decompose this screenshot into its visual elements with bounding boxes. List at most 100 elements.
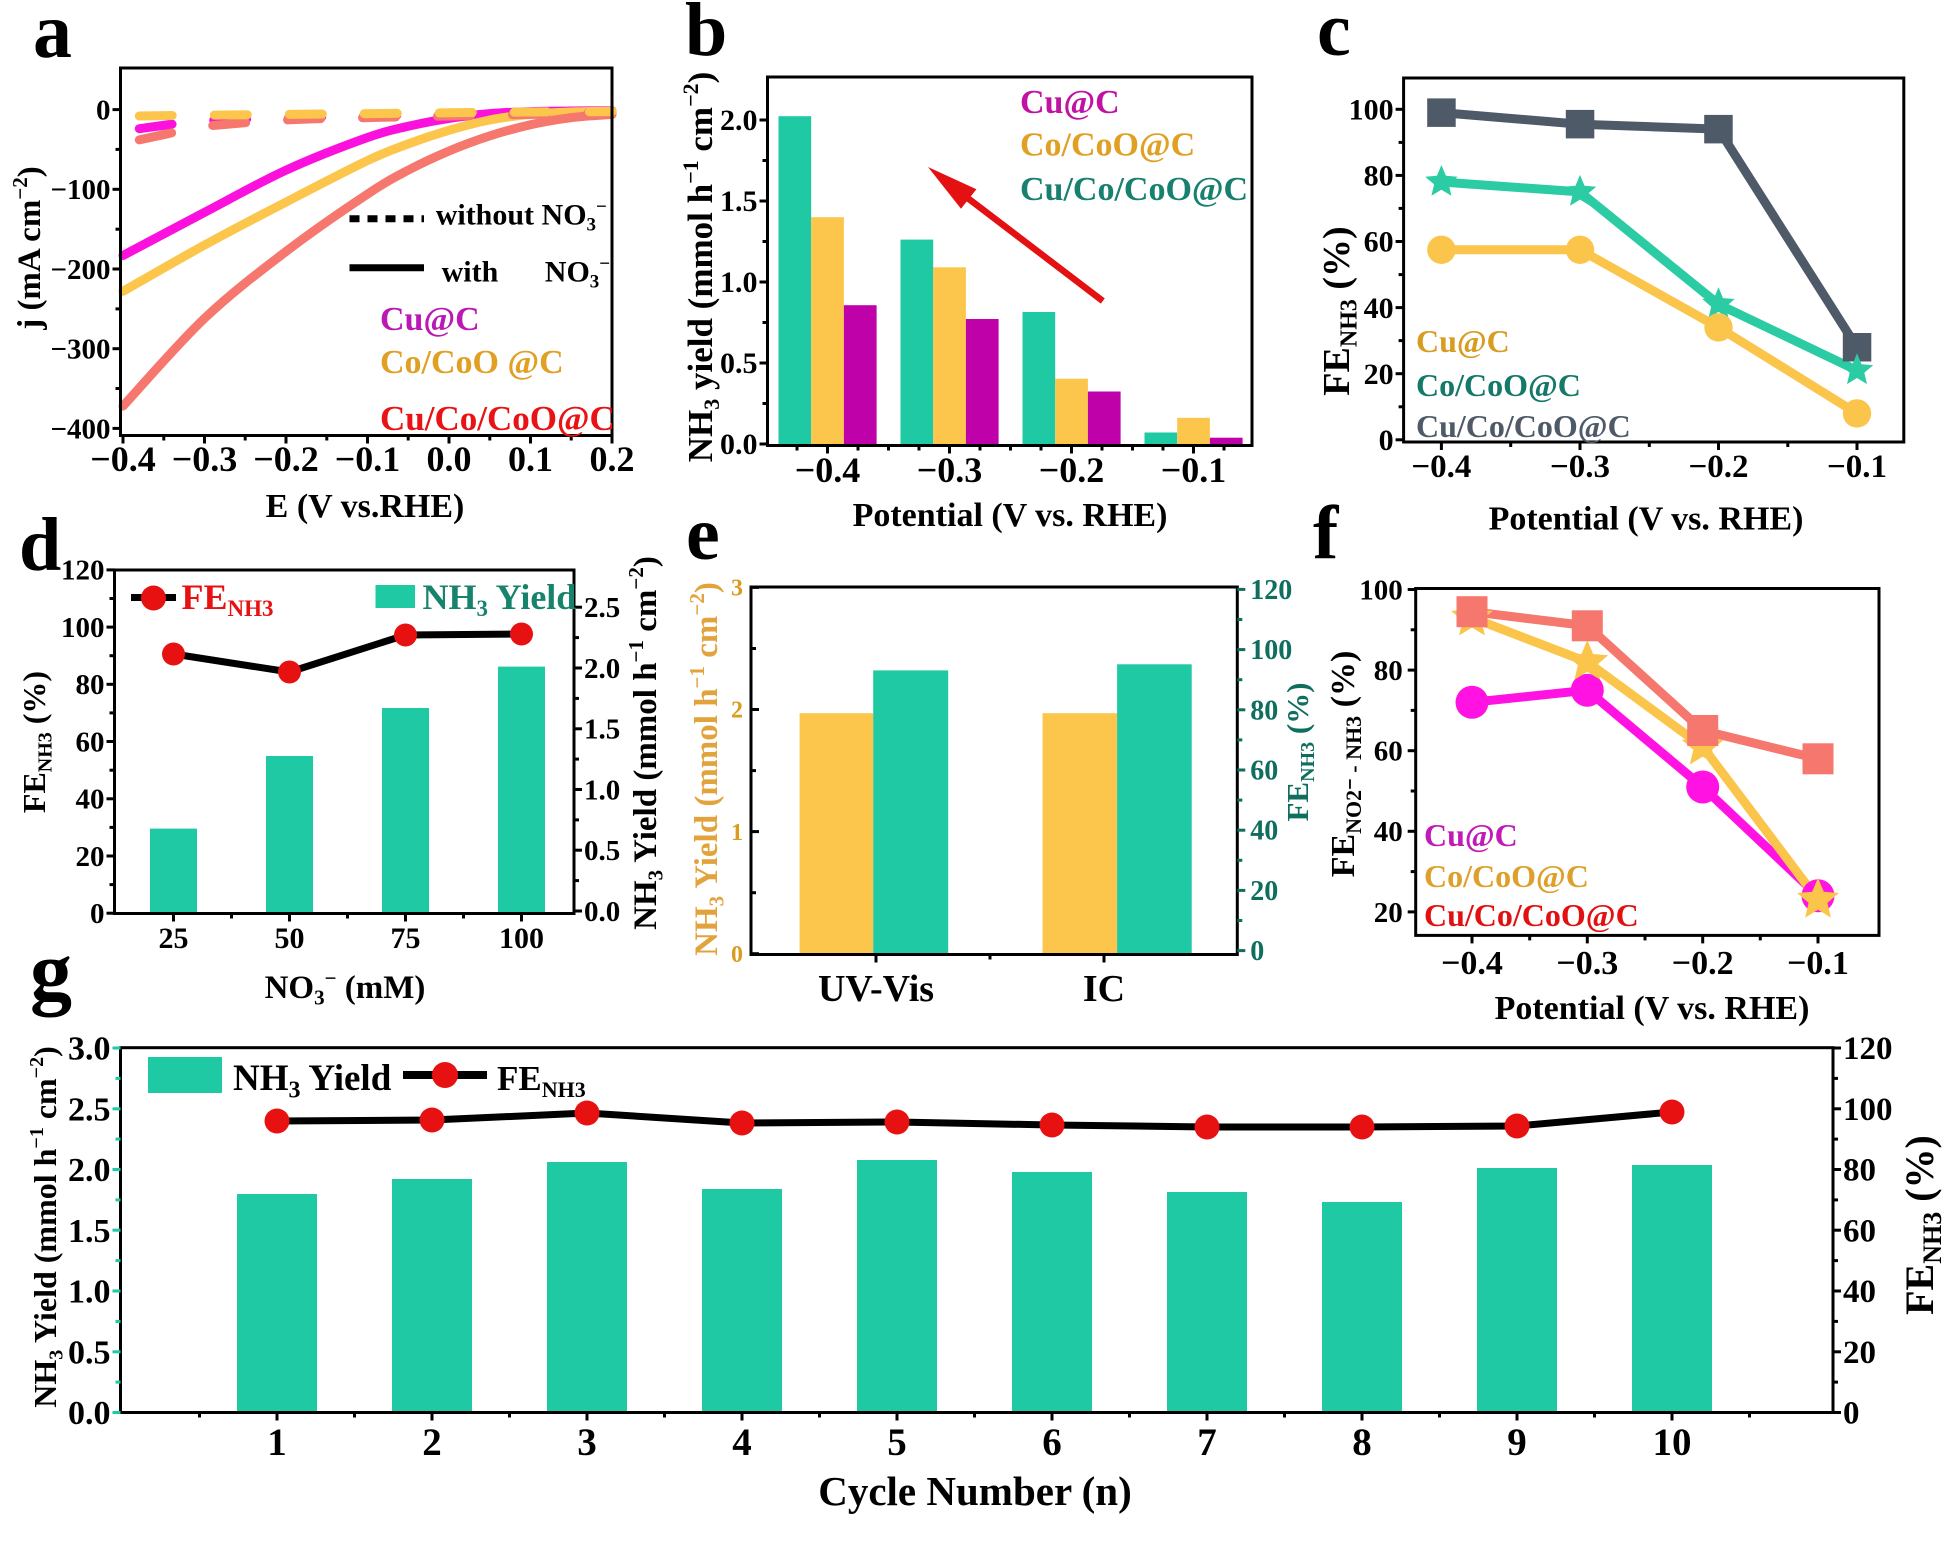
svg-text:j (mA cm−2): j (mA cm−2) [8,166,48,331]
svg-text:75: 75 [391,922,421,955]
svg-text:40: 40 [1364,292,1394,325]
svg-text:0.1: 0.1 [508,439,553,479]
svg-text:2.0: 2.0 [68,1152,111,1189]
svg-text:NH3 Yield: NH3 Yield [423,577,577,621]
svg-text:0: 0 [90,898,105,930]
svg-text:100: 100 [61,612,105,644]
svg-text:FENH3 (%): FENH3 (%) [16,671,56,813]
svg-text:NH3 Yield: NH3 Yield [233,1058,392,1103]
svg-text:FENH3: FENH3 [497,1059,586,1102]
svg-text:with: with [442,255,499,288]
svg-text:100: 100 [1359,574,1403,606]
svg-text:−0.4: −0.4 [90,439,156,479]
svg-text:0.0: 0.0 [720,428,758,461]
svg-text:Co/CoO@C: Co/CoO@C [1424,858,1589,894]
svg-text:Cu@C: Cu@C [1424,817,1518,853]
svg-text:g: g [30,925,72,1018]
svg-text:20: 20 [76,841,105,873]
svg-text:e: e [686,492,720,576]
svg-text:−0.4: −0.4 [795,450,861,490]
svg-text:FENO2⁻ - NH3 (%): FENO2⁻ - NH3 (%) [1325,651,1366,878]
svg-text:2.5: 2.5 [584,592,620,624]
svg-text:f: f [1313,491,1340,575]
svg-text:Co/CoO@C: Co/CoO@C [1020,127,1195,164]
svg-text:8: 8 [1352,1421,1372,1464]
svg-text:E (V vs.RHE): E (V vs.RHE) [266,488,465,525]
svg-text:80: 80 [1250,695,1278,726]
svg-text:2.0: 2.0 [584,653,620,685]
svg-text:FENH3 (%): FENH3 (%) [1897,1135,1947,1315]
svg-text:40: 40 [1374,816,1403,848]
svg-text:Cu@C: Cu@C [1416,323,1510,359]
svg-text:9: 9 [1507,1421,1527,1464]
svg-text:60: 60 [1374,736,1403,768]
svg-text:0.0: 0.0 [68,1395,111,1432]
svg-text:FENH3 (%): FENH3 (%) [1316,226,1363,395]
svg-text:−300: −300 [50,334,110,366]
svg-text:−0.3: −0.3 [1556,945,1618,982]
svg-text:2: 2 [422,1421,442,1464]
svg-text:80: 80 [76,669,105,701]
svg-text:Cycle Number (n): Cycle Number (n) [818,1468,1132,1514]
svg-text:80: 80 [1374,655,1403,687]
svg-text:3: 3 [577,1421,597,1464]
svg-text:50: 50 [275,922,305,955]
svg-text:0.0: 0.0 [427,439,472,479]
svg-text:−0.3: −0.3 [917,450,983,490]
svg-text:NH3 Yield (mmol h−1 cm−2): NH3 Yield (mmol h−1 cm−2) [624,556,668,930]
svg-text:Cu@C: Cu@C [1020,84,1120,121]
svg-text:−0.4: −0.4 [1411,449,1471,485]
svg-text:−0.1: −0.1 [1787,945,1849,982]
svg-text:−0.3: −0.3 [1550,449,1610,485]
svg-text:40: 40 [76,784,105,816]
svg-text:0: 0 [1250,936,1264,967]
svg-text:60: 60 [76,726,105,758]
svg-text:−0.2: −0.2 [1672,945,1734,982]
svg-text:2: 2 [731,698,743,724]
svg-text:4: 4 [732,1421,752,1464]
svg-text:Co/CoO @C: Co/CoO @C [380,344,564,381]
svg-text:6: 6 [1042,1421,1062,1464]
svg-text:−100: −100 [50,174,110,206]
svg-text:80: 80 [1843,1153,1876,1189]
svg-text:−0.2: −0.2 [1688,449,1748,485]
svg-text:20: 20 [1250,876,1278,907]
svg-text:Potential (V vs. RHE): Potential (V vs. RHE) [1495,990,1810,1027]
svg-text:Cu/Co/CoO@C: Cu/Co/CoO@C [1020,171,1248,208]
svg-text:1.5: 1.5 [68,1213,111,1250]
svg-text:100: 100 [499,922,544,955]
svg-text:UV-Vis: UV-Vis [818,968,934,1010]
svg-text:1: 1 [731,820,743,846]
svg-text:−0.2: −0.2 [1039,450,1105,490]
svg-text:Cu/Co/CoO@C: Cu/Co/CoO@C [1424,897,1639,933]
svg-text:Cu/Co/CoO@C: Cu/Co/CoO@C [380,399,615,438]
svg-text:20: 20 [1374,897,1403,929]
svg-text:60: 60 [1364,226,1394,259]
svg-text:120: 120 [1250,575,1292,606]
svg-text:Cu/Co/CoO@C: Cu/Co/CoO@C [1416,408,1631,444]
svg-text:1.5: 1.5 [720,185,758,218]
svg-text:7: 7 [1197,1421,1217,1464]
svg-text:0.5: 0.5 [720,347,758,380]
svg-text:d: d [19,503,61,587]
svg-text:−0.2: −0.2 [253,439,319,479]
svg-text:Cu@C: Cu@C [380,301,480,338]
svg-text:1.5: 1.5 [584,714,620,746]
svg-text:FENH3 (%): FENH3 (%) [1280,682,1319,821]
svg-text:100: 100 [1250,635,1292,666]
svg-text:Potential (V vs. RHE): Potential (V vs. RHE) [1489,501,1804,538]
svg-text:0: 0 [96,95,111,127]
svg-text:3.0: 3.0 [68,1031,111,1068]
svg-text:100: 100 [1349,94,1394,127]
svg-text:−0.1: −0.1 [1161,450,1227,490]
svg-text:40: 40 [1843,1274,1876,1310]
svg-text:b: b [685,0,727,72]
svg-text:−0.1: −0.1 [335,439,401,479]
svg-text:2.5: 2.5 [68,1091,111,1128]
svg-text:NO3− (mM): NO3− (mM) [265,966,426,1010]
svg-text:a: a [33,0,72,74]
svg-text:10: 10 [1653,1421,1692,1464]
svg-text:80: 80 [1364,160,1394,193]
svg-text:5: 5 [887,1421,907,1464]
svg-text:FENH3: FENH3 [182,577,274,621]
